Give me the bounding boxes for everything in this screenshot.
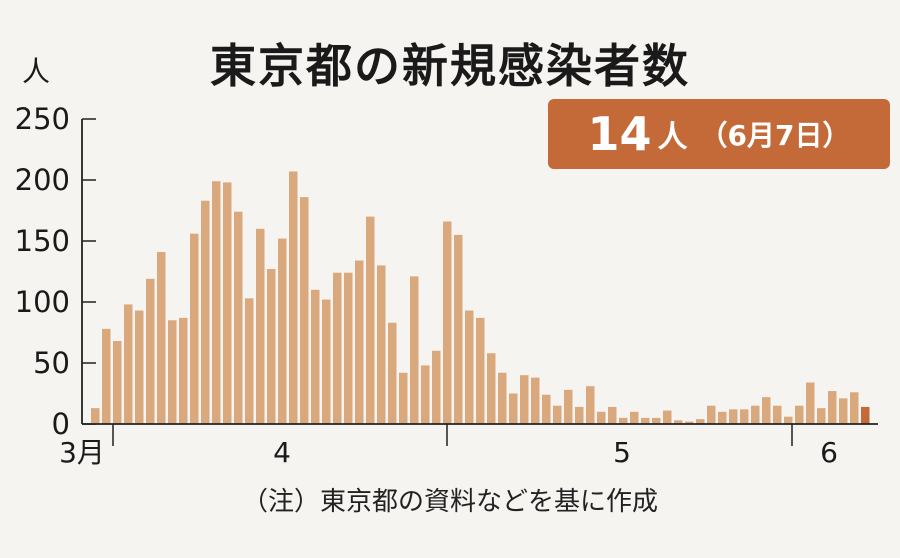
bar	[399, 372, 408, 424]
bar	[124, 304, 133, 424]
y-tick-label: 150	[15, 224, 70, 258]
bar	[135, 310, 144, 424]
bar	[652, 417, 661, 424]
bar	[542, 394, 551, 424]
bar	[146, 278, 155, 424]
source-note: （注）東京都の資料などを基に作成	[241, 487, 658, 517]
bar	[751, 405, 760, 424]
latest-count-date: （6月7日）	[699, 119, 851, 152]
bar	[795, 405, 804, 424]
y-tick-label: 50	[33, 346, 70, 380]
bar	[806, 382, 815, 424]
bar	[201, 200, 210, 424]
bar	[157, 251, 166, 424]
bar	[597, 411, 606, 424]
bar	[278, 238, 287, 424]
bar	[586, 386, 595, 424]
latest-count-value: 14	[587, 107, 652, 161]
bar	[333, 272, 342, 424]
bar	[498, 372, 507, 424]
bar	[300, 197, 309, 424]
bar	[234, 211, 243, 424]
bar	[784, 416, 793, 424]
bar	[619, 417, 628, 424]
bar	[553, 405, 562, 424]
bar	[839, 398, 848, 424]
bar	[718, 411, 727, 424]
bar	[432, 350, 441, 424]
bar	[861, 406, 870, 424]
x-month-label: 5	[613, 436, 631, 469]
bar	[190, 233, 199, 424]
bar	[531, 377, 540, 424]
bar	[630, 411, 639, 424]
bar	[520, 375, 529, 424]
bar	[91, 408, 100, 424]
bar	[267, 269, 276, 424]
y-tick-label: 200	[15, 163, 70, 197]
x-month-label: 6	[820, 436, 838, 469]
bar	[465, 310, 474, 424]
bar	[388, 322, 397, 424]
bar	[102, 328, 111, 424]
x-month-label: 3月	[59, 436, 105, 469]
bar	[685, 421, 694, 424]
bar	[487, 353, 496, 424]
bar	[850, 392, 859, 424]
x-month-label: 4	[273, 436, 291, 469]
bar	[509, 393, 518, 424]
y-tick-label: 250	[15, 102, 70, 136]
bar	[641, 417, 650, 424]
bar	[289, 171, 298, 424]
bar	[245, 298, 254, 424]
bar	[421, 365, 430, 424]
bar	[564, 389, 573, 424]
bar	[223, 182, 232, 424]
bar	[729, 409, 738, 424]
bar	[575, 406, 584, 424]
bar	[476, 317, 485, 424]
bar	[322, 299, 331, 424]
bar	[443, 221, 452, 424]
bar	[454, 234, 463, 424]
bar	[355, 260, 364, 424]
latest-count-unit: 人	[657, 120, 688, 155]
y-axis-unit: 人	[22, 55, 51, 88]
bar	[707, 405, 716, 424]
bar	[696, 419, 705, 424]
bar	[674, 420, 683, 424]
y-tick-label: 0	[52, 407, 70, 441]
bar	[663, 410, 672, 424]
chart-title: 東京都の新規感染者数	[210, 39, 690, 93]
bar	[817, 408, 826, 424]
bar	[608, 406, 617, 424]
bar	[256, 228, 265, 424]
bar	[762, 397, 771, 424]
latest-count-badge: 14 人 （6月7日）	[548, 99, 890, 169]
bar	[377, 265, 386, 424]
bar	[168, 320, 177, 424]
bar	[179, 317, 188, 424]
bar	[828, 391, 837, 424]
bar	[366, 216, 375, 424]
bar	[344, 272, 353, 424]
bar	[113, 341, 122, 424]
bar	[311, 289, 320, 424]
bar	[410, 276, 419, 424]
bar	[740, 409, 749, 424]
y-tick-label: 100	[15, 285, 70, 319]
bar	[773, 405, 782, 424]
bar	[212, 181, 221, 424]
